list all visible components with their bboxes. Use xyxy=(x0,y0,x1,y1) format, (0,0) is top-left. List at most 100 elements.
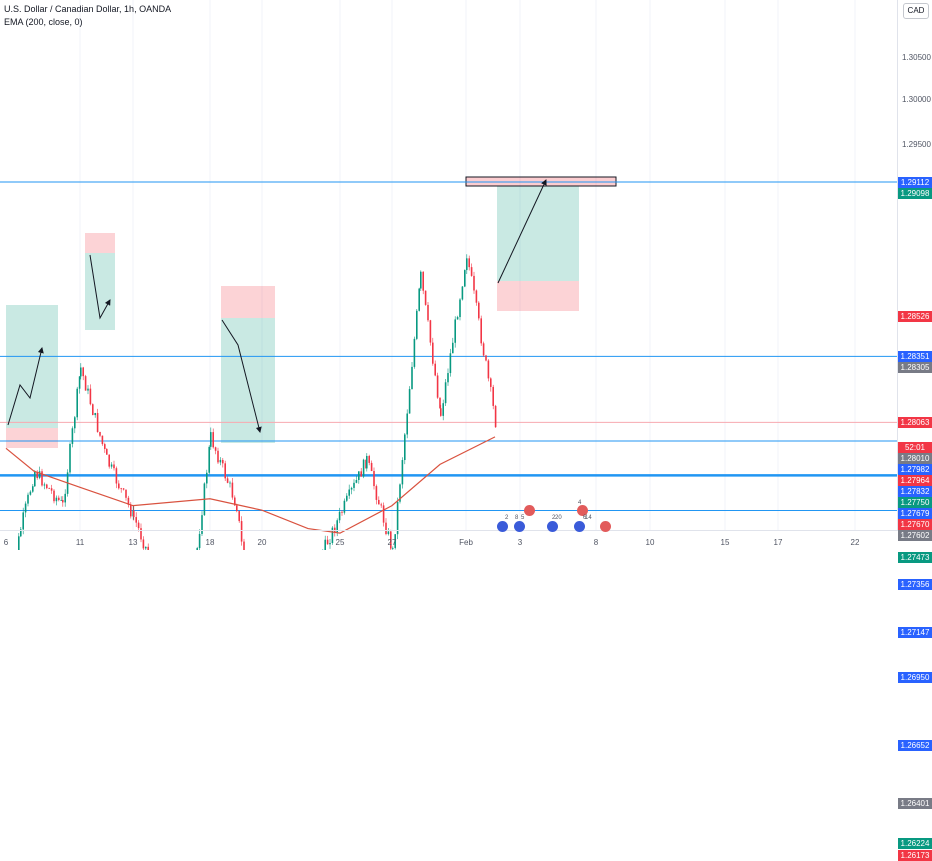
candle-body xyxy=(80,367,82,377)
position-zone xyxy=(221,318,275,443)
price-label: 1.29112 xyxy=(898,176,932,188)
position-zone xyxy=(6,428,58,448)
candle-body xyxy=(353,482,355,488)
ema-line xyxy=(5,436,496,534)
candle-body xyxy=(147,546,149,550)
candle-body xyxy=(222,459,224,464)
candle-body xyxy=(447,373,449,383)
candle-body xyxy=(348,489,350,496)
candle-body xyxy=(38,471,41,479)
candle-body xyxy=(78,376,81,389)
price-label: 1.27670 xyxy=(898,519,932,531)
candle-body xyxy=(118,483,120,489)
price-label: 1.27602 xyxy=(898,530,932,542)
candle-body xyxy=(214,447,217,451)
price-label: 1.27832 xyxy=(898,486,932,498)
candle-body xyxy=(94,413,96,416)
candle-body xyxy=(442,403,444,416)
economic-event-icon[interactable] xyxy=(514,521,525,532)
economic-event-icon[interactable] xyxy=(577,505,588,516)
date-label: 8 xyxy=(593,538,599,547)
candle-body xyxy=(74,417,76,429)
candle-body xyxy=(36,471,38,479)
candle-body xyxy=(53,490,55,502)
candle-body xyxy=(373,471,375,487)
price-tick-label: 1.30500 xyxy=(902,53,931,62)
candle-body xyxy=(432,342,434,364)
candle-body xyxy=(142,539,145,549)
economic-event-icon[interactable] xyxy=(497,521,508,532)
position-zone xyxy=(497,281,579,311)
candle-body xyxy=(106,448,108,455)
economic-event-icon[interactable] xyxy=(600,521,611,532)
candle-body xyxy=(24,503,27,513)
candle-body xyxy=(378,499,380,505)
grid xyxy=(79,0,856,530)
economic-event-icon[interactable] xyxy=(547,521,558,532)
drawing-arrow xyxy=(221,319,262,433)
candle-body xyxy=(336,520,338,533)
ema-indicator-label[interactable]: EMA (200, close, 0) xyxy=(4,17,83,27)
event-count: 4 xyxy=(578,500,582,506)
economic-event-icon[interactable] xyxy=(524,505,535,516)
candle-body xyxy=(58,497,60,501)
drawing-arrows xyxy=(7,179,547,433)
candle-body xyxy=(217,450,219,463)
candle-body xyxy=(408,389,411,414)
price-tick-label: 1.29500 xyxy=(902,140,931,149)
candle-body xyxy=(466,258,468,271)
candle-body xyxy=(459,299,461,318)
economic-event-icon[interactable] xyxy=(574,521,585,532)
date-label: 25 xyxy=(335,538,345,547)
price-label: 1.28526 xyxy=(898,310,932,322)
candle-body xyxy=(366,455,368,469)
candle-body xyxy=(120,488,122,490)
candle-body xyxy=(84,376,87,391)
candle-body xyxy=(360,471,362,477)
price-label: 52:01 xyxy=(898,442,932,454)
date-label: 15 xyxy=(720,538,730,547)
currency-button[interactable]: CAD xyxy=(903,3,929,19)
event-count: 2 xyxy=(552,515,556,521)
date-label: 17 xyxy=(773,538,783,547)
candle-body xyxy=(127,497,130,505)
candle-body xyxy=(380,504,382,506)
price-label: 1.26950 xyxy=(898,672,932,684)
candle-body xyxy=(436,375,439,398)
candle-body xyxy=(113,464,115,469)
candle-body xyxy=(89,388,92,405)
event-count: 8 xyxy=(515,515,519,521)
candle-body xyxy=(418,288,420,311)
candle-body xyxy=(470,267,473,276)
date-label: 11 xyxy=(75,538,85,547)
price-label: 1.28010 xyxy=(898,453,932,465)
candle-body xyxy=(140,528,142,540)
symbol-title[interactable]: U.S. Dollar / Canadian Dollar, 1h, OANDA xyxy=(4,4,172,14)
price-label: 1.28305 xyxy=(898,361,932,373)
event-count: 14 xyxy=(585,515,592,521)
candle-body xyxy=(411,366,413,390)
candle-body xyxy=(69,443,71,473)
candle-body xyxy=(29,491,32,495)
candle-body xyxy=(137,522,140,529)
drawing-arrow xyxy=(7,347,44,426)
date-label: 20 xyxy=(257,538,267,547)
candle-body xyxy=(401,460,404,485)
candle-body xyxy=(226,478,229,483)
candle-body xyxy=(424,290,427,305)
date-label: 22 xyxy=(850,538,860,547)
candle-body xyxy=(108,454,110,467)
candle-body xyxy=(27,494,29,504)
date-label: 3 xyxy=(517,538,523,547)
candle-body xyxy=(406,413,408,435)
candle-body xyxy=(238,511,240,522)
price-label: 1.27356 xyxy=(898,578,932,590)
candle-body xyxy=(231,482,234,498)
price-chart[interactable] xyxy=(0,0,932,550)
candle-body xyxy=(341,511,343,513)
date-label: 13 xyxy=(128,538,138,547)
candle-body xyxy=(104,444,106,449)
candle-body xyxy=(362,459,365,477)
candle-body xyxy=(475,290,478,303)
